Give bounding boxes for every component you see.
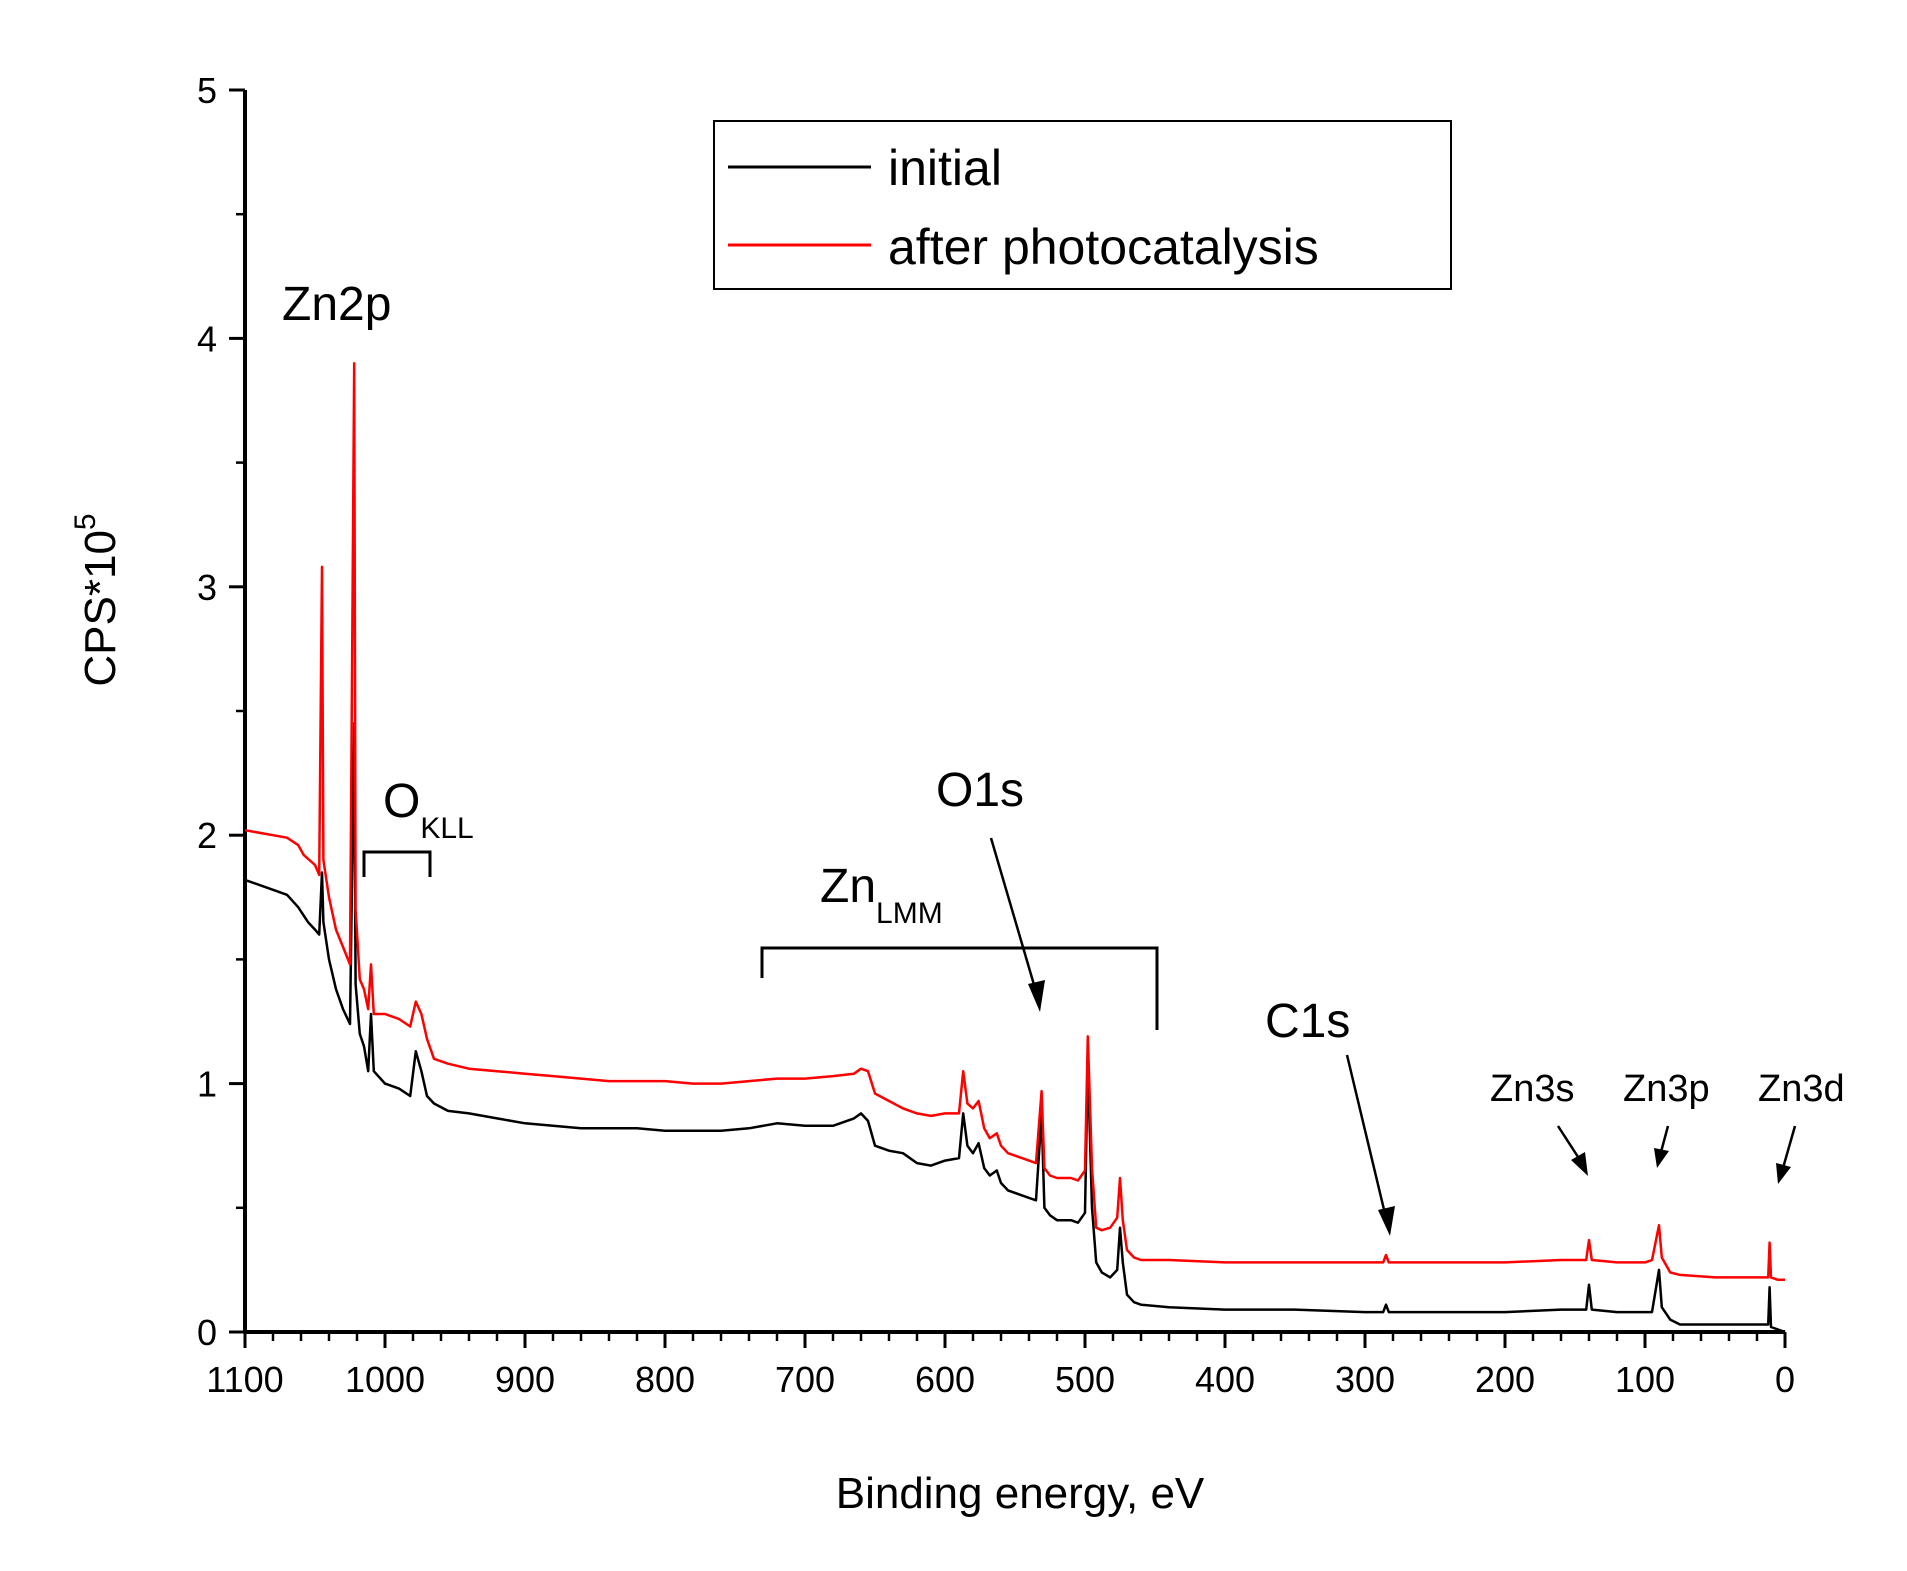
zn3s-arrowhead [1571,1152,1588,1176]
x-tick-label: 1000 [345,1359,425,1400]
okll-bracket [362,850,432,877]
zn3p-arrow-line [1659,1125,1670,1153]
o1s-arrow-line [989,837,1039,996]
legend-label-initial: initial [888,140,1002,196]
c1s-arrowhead [1378,1206,1395,1236]
y-axis-title: CPS*105 [69,513,125,686]
o1s-arrowhead [1028,980,1045,1012]
x-tick-label: 0 [1775,1359,1795,1400]
x-axis-title: Binding energy, eV [836,1469,1205,1518]
series-group [244,361,1786,1334]
znlmm-bracket [760,946,1159,1030]
x-tick-label: 600 [915,1359,975,1400]
axes: 1100 1000 900 800 700 600 500 400 300 200 100 00123… [197,70,1795,1400]
zn3d-arrow-line [1781,1125,1797,1169]
y-tick-label: 2 [197,815,217,856]
x-tick-label: 400 [1195,1359,1255,1400]
y-tick-label: 0 [197,1312,217,1353]
y-tick-label: 3 [197,567,217,608]
annotations: Zn2p OKLL O1s ZnLMM C1s Zn3s Zn3p Zn3d [282,278,1845,1236]
x-tick-label: 100 [1615,1359,1675,1400]
x-tick-label: 700 [775,1359,835,1400]
x-tick-label: 300 [1335,1359,1395,1400]
annotation-okll: OKLL [383,775,474,845]
series-line-initial [244,722,1786,1334]
y-tick-label: 4 [197,318,217,359]
annotation-o1s: O1s [936,764,1024,817]
annotation-zn3d: Zn3d [1758,1068,1845,1110]
y-tick-label: 5 [197,70,217,111]
x-tick-label: 1100 [206,1359,283,1400]
annotation-znlmm: ZnLMM [820,860,943,930]
c1s-arrow-line [1345,1054,1388,1219]
legend-label-after-photocatalysis: after photocatalysis [888,219,1319,275]
y-tick-label: 1 [197,1064,217,1105]
annotation-c1s: C1s [1265,995,1350,1048]
annotation-zn3p: Zn3p [1623,1068,1710,1110]
x-tick-label: 200 [1475,1359,1535,1400]
x-tick-label: 900 [495,1359,555,1400]
x-tick-label: 500 [1055,1359,1115,1400]
zn3d-arrowhead [1776,1163,1791,1184]
zn3p-arrowhead [1654,1148,1669,1168]
annotation-zn3s: Zn3s [1490,1068,1574,1110]
x-tick-label: 800 [635,1359,695,1400]
series-line-after-photocatalysis [244,361,1785,1282]
annotation-zn2p: Zn2p [282,278,391,331]
zn3s-arrow-line [1556,1125,1582,1161]
legend-box [713,120,1452,290]
legend: initial after photocatalysis [713,120,1452,290]
